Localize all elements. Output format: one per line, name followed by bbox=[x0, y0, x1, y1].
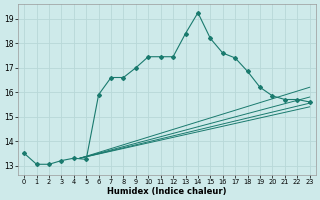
X-axis label: Humidex (Indice chaleur): Humidex (Indice chaleur) bbox=[107, 187, 227, 196]
